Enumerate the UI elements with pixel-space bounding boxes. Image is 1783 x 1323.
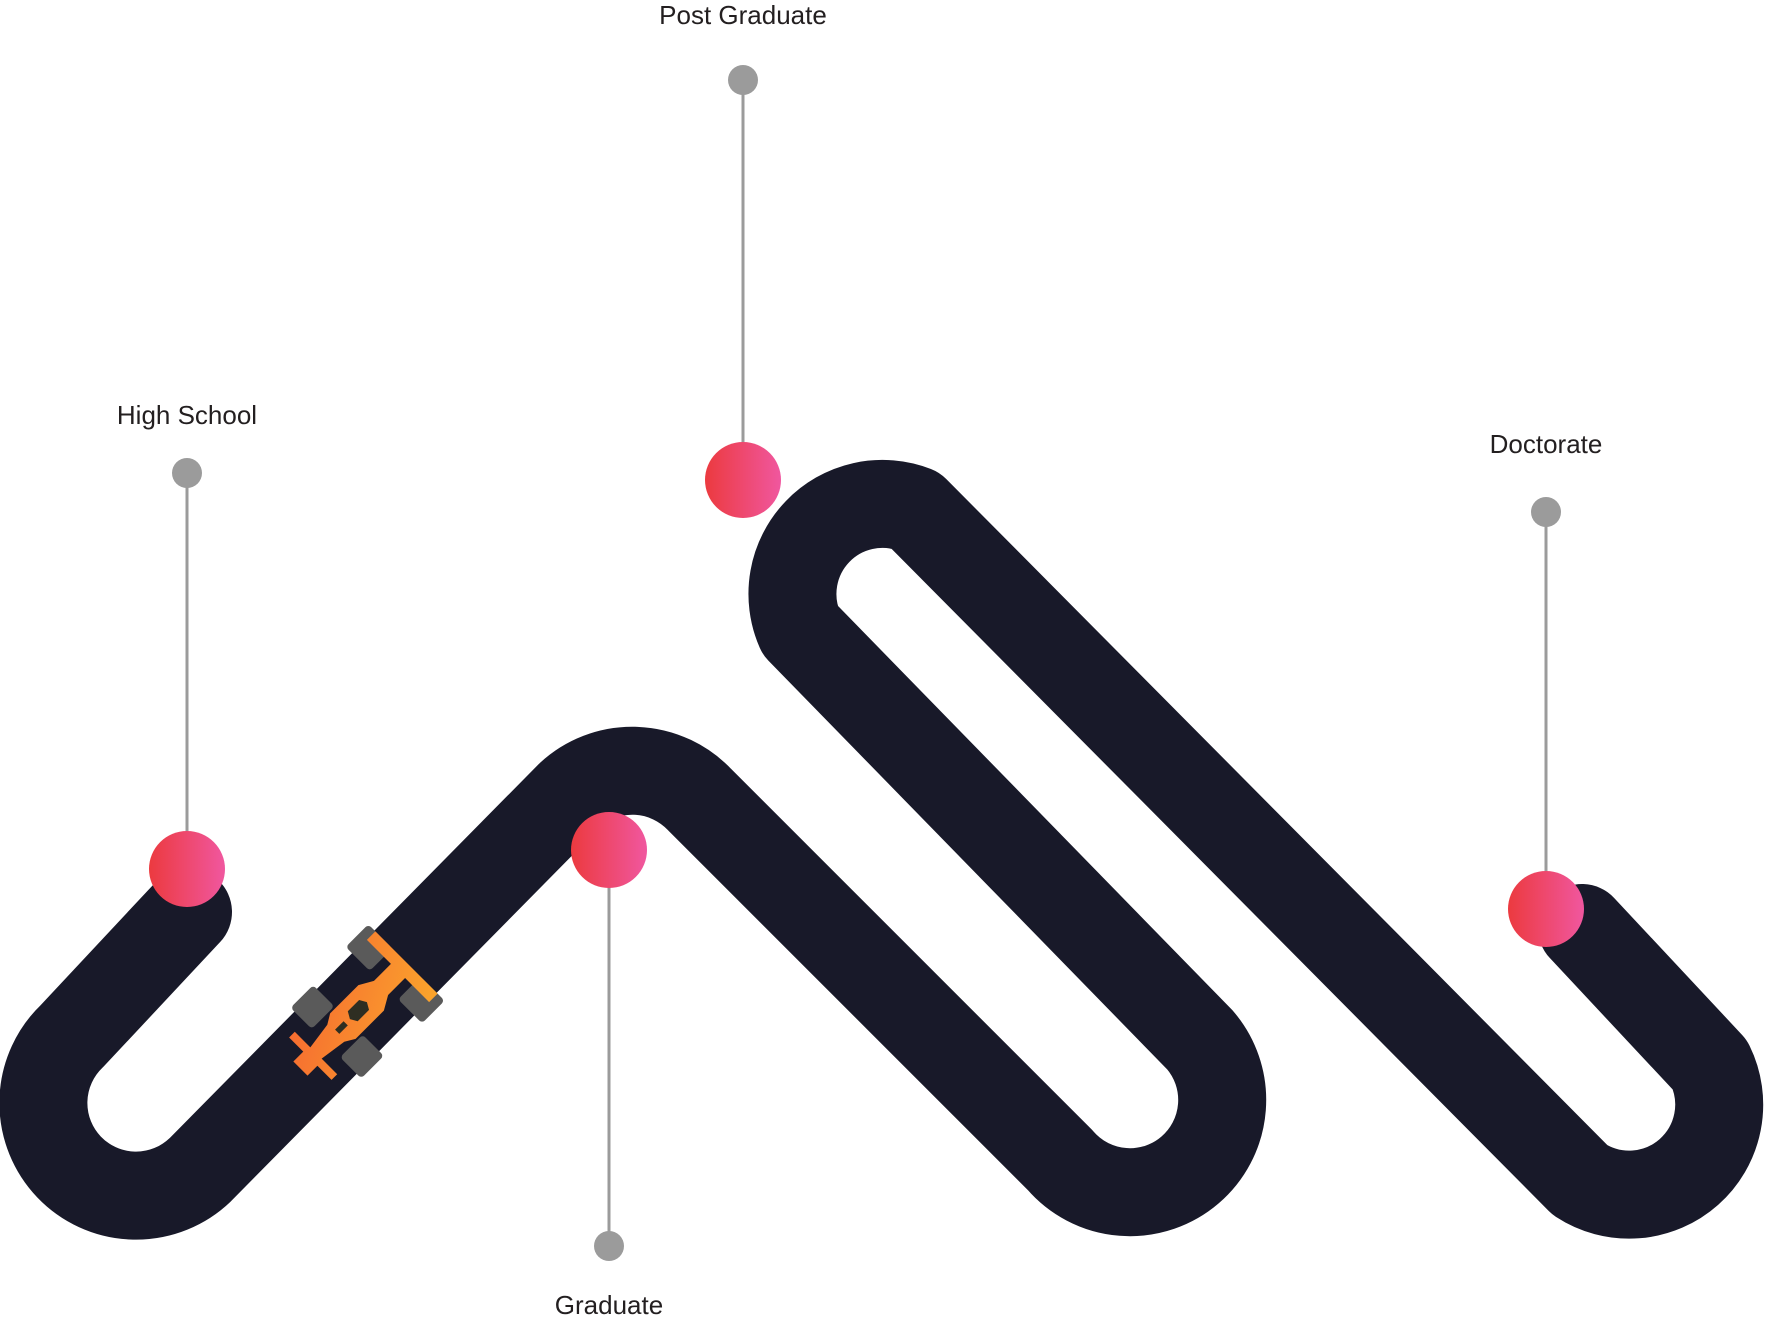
car-cockpit	[347, 999, 370, 1022]
milestone-markers	[149, 442, 1584, 947]
car-stripe	[335, 1021, 348, 1034]
milestone-labels: High School Post Graduate Graduate Docto…	[117, 0, 1602, 1320]
milestone-end-dots	[172, 65, 1561, 1261]
doctorate-marker	[1508, 871, 1584, 947]
winding-road-track	[0, 459, 1764, 1240]
high-school-marker	[149, 831, 225, 907]
milestone-connectors	[185, 80, 1548, 1246]
post-graduate-marker	[705, 442, 781, 518]
doctorate-end-dot	[1531, 497, 1561, 527]
car-wheel-front-right	[341, 1036, 383, 1077]
doctorate-label: Doctorate	[1490, 429, 1603, 459]
high-school-end-dot	[172, 458, 202, 488]
high-school-label: High School	[117, 400, 257, 430]
race-car-icon	[289, 925, 444, 1080]
post-graduate-label: Post Graduate	[659, 0, 827, 30]
car-wheel-front-left	[292, 986, 333, 1028]
graduate-marker	[571, 812, 647, 888]
post-graduate-end-dot	[728, 65, 758, 95]
graduate-label: Graduate	[555, 1290, 663, 1320]
graduate-end-dot	[594, 1231, 624, 1261]
